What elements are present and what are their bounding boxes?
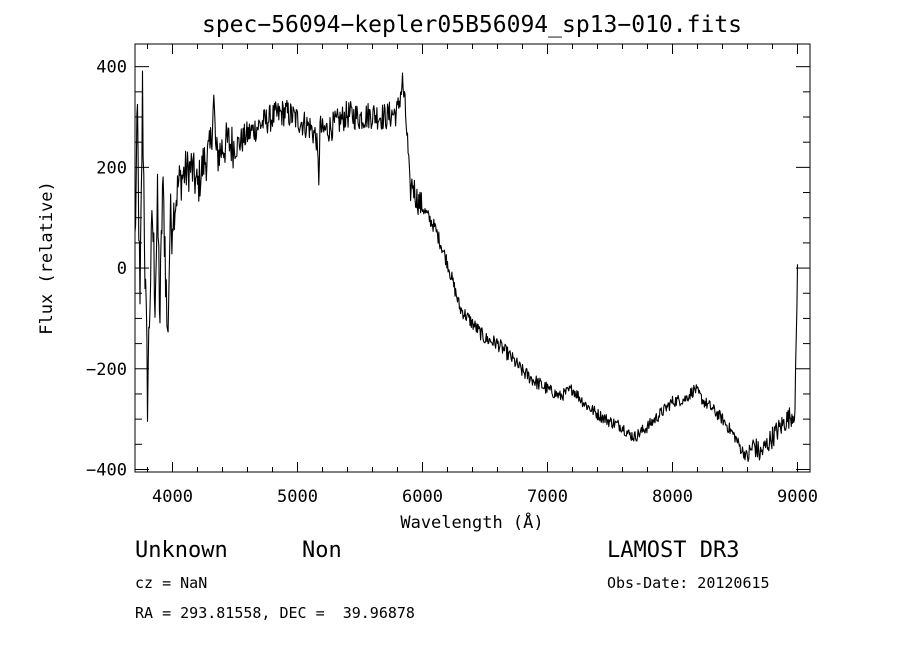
survey-name: LAMOST DR3 [607, 538, 740, 563]
x-tick-label: 8000 [652, 487, 693, 507]
object-class: Unknown [135, 538, 228, 563]
x-tick-label: 7000 [527, 487, 568, 507]
chart-title: spec−56094−kepler05B56094_sp13−010.fits [202, 12, 742, 38]
spectrum-line [134, 70, 799, 462]
x-tick-label: 5000 [277, 487, 318, 507]
redshift-text: cz = NaN [135, 574, 208, 592]
x-tick-label: 4000 [152, 487, 193, 507]
y-axis-ticks: −400 −200 0 200 400 [86, 58, 810, 480]
x-axis-label: Wavelength (Å) [400, 511, 543, 533]
x-axis-ticks: 4000 5000 6000 7000 8000 9000 [147, 44, 818, 507]
x-tick-label: 6000 [402, 487, 443, 507]
y-tick-label: 0 [117, 259, 127, 279]
y-tick-label: −200 [86, 360, 127, 380]
plot-frame [134, 43, 811, 473]
y-axis-label: Flux (relative) [37, 181, 57, 335]
x-tick-label: 9000 [777, 487, 818, 507]
y-tick-label: −400 [86, 460, 127, 480]
object-subclass: Non [302, 538, 342, 563]
obs-date-text: Obs-Date: 20120615 [607, 574, 770, 592]
y-tick-label: 200 [96, 158, 127, 178]
y-tick-label: 400 [96, 58, 127, 78]
coordinates-text: RA = 293.81558, DEC = 39.96878 [135, 604, 415, 622]
